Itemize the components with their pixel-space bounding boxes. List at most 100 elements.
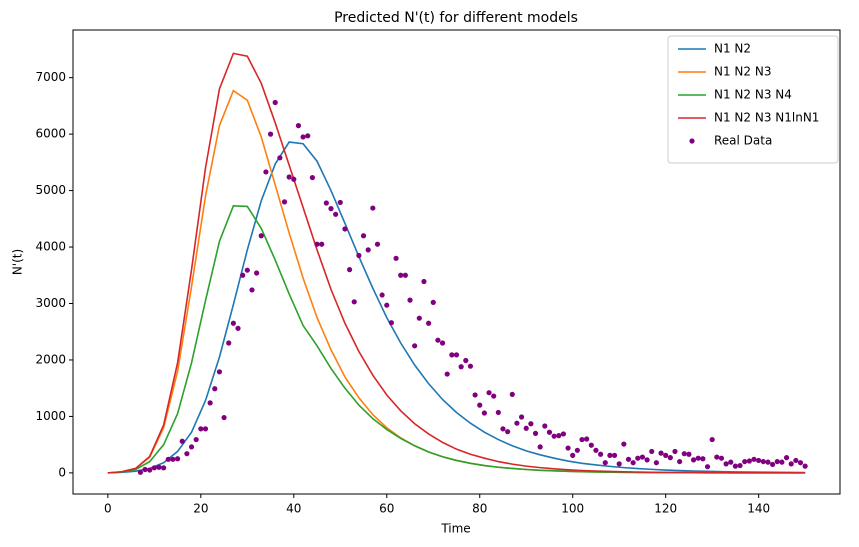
data-point: [314, 241, 320, 247]
x-tick-label: 40: [286, 502, 301, 516]
x-tick-label: 20: [193, 502, 208, 516]
data-point: [742, 458, 748, 465]
x-tick-label: 140: [747, 502, 770, 516]
data-point: [802, 463, 808, 469]
data-point: [537, 444, 543, 450]
data-point: [156, 464, 162, 470]
data-point: [718, 455, 725, 461]
data-point: [528, 421, 534, 427]
y-tick-label: 1000: [35, 409, 66, 423]
data-point: [398, 272, 404, 278]
legend-label: N1 N2 N3 N4: [714, 88, 792, 102]
data-point: [444, 371, 450, 377]
data-point: [602, 460, 608, 466]
data-point: [616, 461, 622, 467]
data-point: [309, 174, 315, 181]
data-point: [667, 455, 673, 461]
data-point: [263, 169, 269, 175]
data-point: [677, 458, 683, 465]
data-point: [277, 155, 283, 161]
data-point: [147, 467, 153, 473]
data-point: [663, 452, 669, 458]
data-point: [491, 393, 497, 399]
data-point: [174, 456, 181, 462]
data-point: [505, 429, 511, 435]
data-point: [797, 460, 804, 466]
data-point: [267, 131, 274, 137]
y-tick-label: 3000: [35, 296, 66, 310]
data-point: [486, 390, 492, 396]
legend-marker: [689, 138, 695, 144]
data-point: [760, 458, 766, 465]
data-point: [481, 410, 487, 416]
data-point: [728, 459, 734, 465]
data-point: [625, 456, 632, 462]
data-point: [286, 174, 292, 180]
data-point: [439, 340, 446, 346]
legend-label: N1 N2 N3: [714, 65, 771, 79]
data-point: [644, 457, 650, 463]
legend-box: [667, 35, 839, 164]
data-point: [212, 386, 218, 392]
data-point: [523, 425, 529, 431]
data-point: [244, 267, 250, 273]
data-point: [472, 392, 478, 398]
x-tick-label: 0: [104, 502, 112, 516]
data-point: [328, 206, 334, 212]
data-point: [342, 226, 348, 232]
data-point: [319, 241, 325, 247]
data-point: [635, 455, 641, 461]
data-point: [690, 457, 697, 463]
data-point: [649, 448, 655, 455]
data-point: [514, 420, 520, 426]
x-axis-label: Time: [440, 522, 470, 536]
y-tick-label: 4000: [35, 240, 66, 254]
data-point: [393, 255, 399, 261]
data-point: [379, 292, 385, 298]
data-point: [495, 409, 501, 416]
data-point: [300, 134, 306, 140]
data-point: [551, 433, 557, 439]
data-point: [435, 337, 441, 343]
data-point: [584, 436, 590, 442]
data-point: [426, 320, 432, 326]
x-tick-label: 60: [379, 502, 394, 516]
data-point: [351, 299, 357, 305]
data-point: [672, 448, 678, 455]
data-point: [365, 247, 371, 253]
data-point: [207, 400, 213, 406]
data-point: [467, 363, 474, 369]
data-point: [574, 447, 580, 453]
data-point: [254, 270, 260, 276]
data-point: [779, 459, 785, 465]
data-point: [221, 414, 227, 421]
y-tick-label: 5000: [35, 183, 66, 197]
data-point: [165, 456, 171, 462]
data-point: [291, 176, 297, 182]
data-point: [709, 436, 715, 443]
data-point: [765, 459, 771, 465]
data-point: [184, 451, 190, 457]
data-point: [509, 391, 515, 398]
line-series: [107, 204, 806, 474]
x-tick-label: 80: [472, 502, 487, 516]
y-tick-label: 0: [58, 465, 66, 479]
data-point: [723, 461, 729, 467]
data-point: [388, 320, 395, 326]
data-point: [272, 99, 278, 106]
data-point: [281, 199, 288, 205]
data-point: [216, 369, 223, 375]
data-point: [607, 452, 613, 458]
data-point: [518, 414, 525, 420]
x-tick-label: 100: [561, 502, 584, 516]
data-point: [346, 267, 353, 273]
data-point: [449, 352, 455, 358]
legend-label: N1 N2: [714, 42, 751, 56]
data-point: [370, 205, 376, 211]
data-point: [560, 431, 567, 437]
data-point: [630, 460, 636, 466]
data-point: [337, 199, 343, 206]
data-point: [769, 461, 776, 468]
line-series: [107, 141, 806, 474]
